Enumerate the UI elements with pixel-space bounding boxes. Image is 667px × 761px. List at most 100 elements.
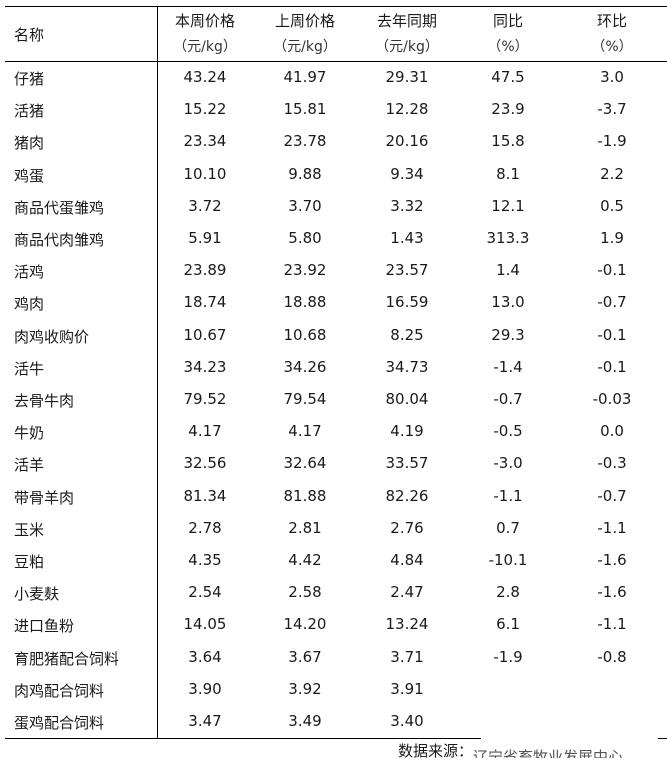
table-bottom-rule (5, 738, 481, 739)
table-bottom-rule-end (658, 738, 667, 739)
cell-yoy: 23.9 (491, 100, 525, 119)
cell-name: 活鸡 (14, 263, 45, 282)
cell-yoy: 1.4 (496, 261, 520, 280)
header-name: 名称 (14, 26, 45, 44)
cell-last-week: 3.67 (288, 647, 322, 666)
cell-last-year: 33.57 (385, 454, 429, 473)
cell-this-week: 32.56 (183, 454, 227, 473)
table-row: 去骨牛肉 79.52 79.54 80.04 -0.7 -0.03 (0, 384, 667, 416)
cell-this-week: 15.22 (183, 100, 227, 119)
cell-last-week: 2.81 (288, 518, 322, 537)
cell-name: 鸡蛋 (14, 166, 45, 185)
cell-last-year: 16.59 (385, 293, 429, 312)
table-row: 肉鸡收购价 10.67 10.68 8.25 29.3 -0.1 (0, 320, 667, 352)
cell-yoy: -0.5 (493, 422, 523, 441)
cell-last-week: 41.97 (283, 68, 327, 86)
cell-last-week: 3.49 (288, 712, 322, 730)
cell-mom: -1.6 (597, 583, 627, 602)
cell-last-year: 34.73 (385, 357, 429, 376)
table-row: 豆粕 4.35 4.42 4.84 -10.1 -1.6 (0, 545, 667, 577)
header-label: 上周价格 (274, 12, 335, 30)
cell-this-week: 23.34 (183, 132, 227, 151)
cell-last-year: 4.84 (390, 551, 424, 569)
table-row: 活猪 15.22 15.81 12.28 23.9 -3.7 (0, 94, 667, 126)
cell-last-week: 4.42 (288, 551, 322, 569)
cell-this-week: 34.23 (183, 357, 227, 376)
cell-yoy: 12.1 (491, 196, 525, 215)
cell-this-week: 14.05 (183, 615, 227, 634)
cell-last-year: 80.04 (385, 390, 429, 408)
cell-yoy: -1.1 (493, 486, 523, 505)
cell-name: 活猪 (14, 102, 45, 121)
cell-yoy: 47.5 (491, 68, 525, 86)
cell-mom: 0.5 (600, 196, 624, 215)
cell-mom: -1.1 (597, 518, 627, 537)
cell-last-week: 4.17 (288, 422, 322, 441)
cell-mom: -0.1 (597, 325, 627, 344)
cell-name: 玉米 (14, 520, 45, 539)
cell-name: 活牛 (14, 359, 45, 378)
header-unit: （%） (487, 39, 529, 55)
cell-yoy: -1.9 (493, 647, 523, 666)
cell-name: 带骨羊肉 (14, 488, 75, 507)
cell-mom: -0.7 (597, 486, 627, 505)
cell-name: 小麦麸 (14, 585, 60, 604)
cell-this-week: 3.72 (188, 196, 222, 215)
header-label: 去年同期 (376, 12, 437, 30)
cell-mom: -3.7 (597, 100, 627, 119)
table-row: 猪肉 23.34 23.78 20.16 15.8 -1.9 (0, 126, 667, 158)
cell-yoy: 13.0 (491, 293, 525, 312)
cell-last-year: 29.31 (385, 68, 429, 86)
cell-last-week: 3.92 (288, 679, 322, 698)
cell-mom: -0.8 (597, 647, 627, 666)
table-row: 鸡蛋 10.10 9.88 9.34 8.1 2.2 (0, 159, 667, 191)
cell-last-year: 20.16 (385, 132, 429, 151)
cell-yoy: -3.0 (493, 454, 523, 473)
cell-last-week: 3.70 (288, 196, 322, 215)
header-unit: （元/kg） (273, 39, 337, 55)
cell-name: 牛奶 (14, 424, 45, 443)
cell-this-week: 2.78 (188, 518, 222, 537)
cell-this-week: 3.47 (188, 712, 222, 730)
cell-this-week: 3.64 (188, 647, 222, 666)
header-last-year: 去年同期 （元/kg） (357, 8, 457, 60)
cell-yoy: 15.8 (491, 132, 525, 151)
header-label: 本周价格 (174, 12, 235, 30)
cell-last-week: 9.88 (288, 164, 322, 183)
source-org: 辽宁省畜牧业发展中心 (473, 748, 624, 758)
header-unit: （%） (591, 39, 633, 55)
cell-last-week: 5.80 (288, 229, 322, 247)
cell-name: 去骨牛肉 (14, 392, 75, 410)
cell-last-year: 12.28 (385, 100, 429, 119)
cell-this-week: 81.34 (183, 486, 227, 505)
table-row: 鸡肉 18.74 18.88 16.59 13.0 -0.7 (0, 287, 667, 319)
cell-name: 肉鸡配合饲料 (14, 681, 105, 700)
table-row: 育肥猪配合饲料 3.64 3.67 3.71 -1.9 -0.8 (0, 642, 667, 674)
cell-last-year: 13.24 (385, 615, 429, 634)
table-row: 商品代蛋雏鸡 3.72 3.70 3.32 12.1 0.5 (0, 191, 667, 223)
table-row: 蛋鸡配合饲料 3.47 3.49 3.40 (0, 706, 667, 738)
cell-yoy: 2.8 (496, 583, 520, 602)
cell-mom: 3.0 (600, 68, 624, 86)
cell-name: 商品代肉雏鸡 (14, 231, 105, 249)
cell-last-week: 2.58 (288, 583, 322, 602)
header-mom: 环比 （%） (562, 8, 662, 60)
cell-last-year: 3.32 (390, 196, 424, 215)
cell-this-week: 4.35 (188, 551, 222, 569)
column-divider (157, 6, 158, 739)
cell-yoy: 29.3 (491, 325, 525, 344)
header-yoy: 同比 （%） (458, 8, 558, 60)
cell-mom: -0.1 (597, 261, 627, 280)
cell-this-week: 43.24 (183, 68, 227, 86)
cell-this-week: 79.52 (183, 390, 227, 408)
cell-yoy: 313.3 (486, 229, 530, 247)
cell-name: 进口鱼粉 (14, 617, 75, 636)
cell-this-week: 3.90 (188, 679, 222, 698)
cell-this-week: 10.10 (183, 164, 227, 183)
cell-yoy: 6.1 (496, 615, 520, 634)
header-unit: （元/kg） (173, 39, 237, 55)
cell-name: 鸡肉 (14, 295, 45, 314)
cell-last-year: 3.40 (390, 712, 424, 730)
cell-last-week: 34.26 (283, 357, 327, 376)
